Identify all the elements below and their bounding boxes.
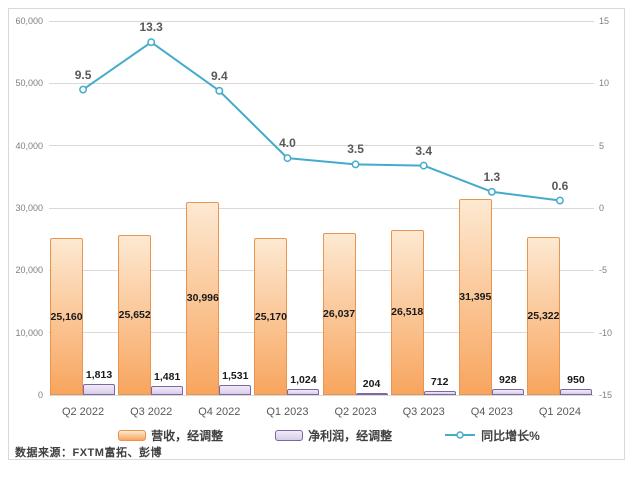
net-profit-bar xyxy=(423,390,456,395)
revenue-bar-label: 25,160 xyxy=(50,310,83,323)
growth-line-label: 13.3 xyxy=(139,20,163,35)
category-label: Q2 2023 xyxy=(334,406,377,418)
y-axis-tick-right: -10 xyxy=(599,327,613,338)
growth-line-point xyxy=(147,38,156,47)
y-axis-tick-left: 50,000 xyxy=(15,78,43,89)
y-axis-tick-left: 0 xyxy=(37,390,43,400)
legend-label-net-profit: 净利润，经调整 xyxy=(308,428,393,443)
legend-item-net-profit: 净利润，经调整 xyxy=(275,427,392,444)
legend-label-growth: 同比增长% xyxy=(481,428,540,443)
net-profit-bar-label: 1,531 xyxy=(222,370,249,383)
y-axis-tick-left: 60,000 xyxy=(15,16,43,26)
growth-line-label: 9.4 xyxy=(210,68,228,83)
revenue-swatch-icon xyxy=(118,429,147,441)
growth-line-point xyxy=(283,154,292,163)
source-note: 数据来源：FXTM富拓、彭博 xyxy=(15,447,162,459)
legend-label-revenue: 营收，经调整 xyxy=(151,428,224,443)
net-profit-swatch-icon xyxy=(275,429,304,441)
category-label: Q3 2022 xyxy=(130,406,173,418)
gridline xyxy=(49,82,594,84)
y-axis-tick-right: 15 xyxy=(599,16,610,26)
legend-item-revenue: 营收，经调整 xyxy=(118,427,223,444)
gridline xyxy=(49,332,594,334)
growth-line-icon xyxy=(445,431,476,439)
y-axis-tick-left: 40,000 xyxy=(15,140,43,151)
net-profit-bar-label: 928 xyxy=(499,374,517,387)
legend-item-growth: 同比增长% xyxy=(444,427,540,444)
growth-line-label: 3.4 xyxy=(415,143,433,158)
y-axis-tick-left: 20,000 xyxy=(15,265,43,276)
growth-line-label: 0.6 xyxy=(551,178,569,193)
growth-line-label: 1.3 xyxy=(483,169,501,184)
revenue-bar xyxy=(186,201,220,395)
net-profit-bar xyxy=(559,389,592,395)
y-axis-tick-right: 0 xyxy=(599,203,605,213)
category-label: Q2 2022 xyxy=(61,406,105,418)
net-profit-bar xyxy=(287,388,320,395)
category-label: Q3 2023 xyxy=(402,406,445,418)
growth-line-point xyxy=(555,196,564,205)
gridline xyxy=(49,207,594,209)
revenue-bar-label: 26,518 xyxy=(391,306,424,319)
gridline xyxy=(49,145,594,147)
chart-panel: 60,000 15 50,000 10 40,000 5 30,000 0 20,000 -5 10… xyxy=(8,8,625,460)
growth-line-point xyxy=(351,160,360,169)
net-profit-bar xyxy=(491,389,524,395)
revenue-bar xyxy=(390,229,424,395)
net-profit-bar-label: 204 xyxy=(362,378,381,390)
y-axis-tick-right: -5 xyxy=(599,265,608,276)
category-label: Q4 2022 xyxy=(198,406,241,418)
revenue-bar-label: 25,652 xyxy=(118,309,151,322)
net-profit-bar-label: 1,481 xyxy=(154,370,181,383)
y-axis-tick-left: 30,000 xyxy=(15,203,43,213)
growth-line-label: 3.5 xyxy=(347,142,364,157)
y-axis-tick-right: 10 xyxy=(599,78,610,89)
revenue-bar xyxy=(322,232,356,395)
y-axis-tick-right: -15 xyxy=(599,390,613,400)
legend: 营收，经调整 净利润，经调整 同比增长% xyxy=(69,426,589,444)
revenue-bar xyxy=(526,237,560,395)
revenue-bar xyxy=(118,235,152,395)
revenue-bar-label: 25,322 xyxy=(527,310,560,323)
plot-area: 60,000 15 50,000 10 40,000 5 30,000 0 20,000 -5 10… xyxy=(9,9,626,461)
revenue-bar-label: 31,395 xyxy=(459,291,492,304)
growth-line-point xyxy=(215,86,224,95)
revenue-bar xyxy=(254,238,288,395)
net-profit-bar-label: 1,024 xyxy=(290,373,317,386)
net-profit-bar xyxy=(83,383,116,395)
category-label: Q4 2023 xyxy=(470,406,513,418)
net-profit-bar-label: 712 xyxy=(430,375,449,388)
net-profit-bar xyxy=(355,393,388,395)
revenue-bar xyxy=(50,238,84,395)
gridline xyxy=(49,269,594,271)
net-profit-bar xyxy=(151,385,184,395)
y-axis-tick-right: 5 xyxy=(599,140,605,151)
y-axis-tick-left: 10,000 xyxy=(15,327,43,338)
growth-line-point xyxy=(487,187,496,196)
growth-line-label: 9.5 xyxy=(74,67,92,82)
growth-line-point xyxy=(419,161,428,170)
category-label: Q1 2024 xyxy=(538,406,582,418)
category-label: Q1 2023 xyxy=(266,406,309,418)
net-profit-bar-label: 1,813 xyxy=(85,368,113,381)
net-profit-bar-label: 950 xyxy=(567,374,585,387)
revenue-bar-label: 26,037 xyxy=(323,307,356,320)
gridline xyxy=(49,394,594,396)
revenue-bar-label: 30,996 xyxy=(186,292,219,305)
growth-line-point xyxy=(79,85,88,94)
net-profit-bar xyxy=(219,385,252,395)
revenue-bar-label: 25,170 xyxy=(254,310,287,323)
gridline xyxy=(49,20,594,22)
growth-line-label: 4.0 xyxy=(279,136,296,151)
